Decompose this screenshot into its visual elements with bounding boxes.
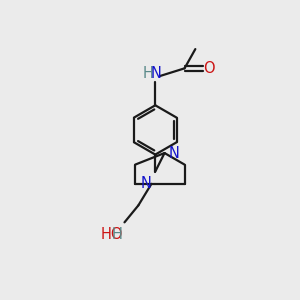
Text: N: N [141,176,152,191]
Text: O: O [203,61,215,76]
Text: HO: HO [100,227,123,242]
Text: H: H [112,227,123,242]
Text: N: N [168,146,179,160]
Text: N: N [151,66,161,81]
Text: H: H [143,66,154,81]
